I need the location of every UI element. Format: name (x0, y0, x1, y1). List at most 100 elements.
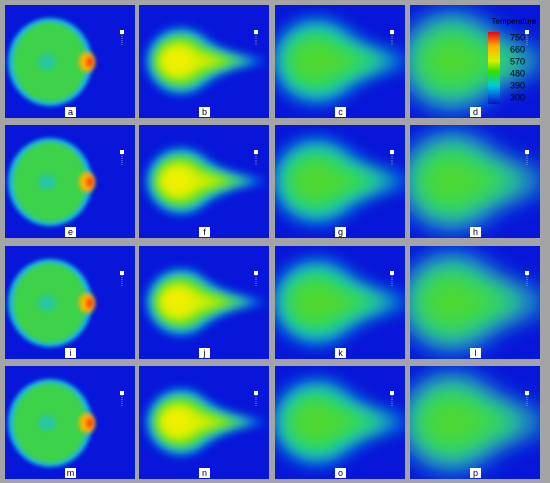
label-box (470, 107, 481, 117)
legend-tick-label: 390 (510, 80, 525, 90)
panel-label: c (338, 107, 343, 117)
panel: l (410, 246, 540, 359)
panel-label: o (338, 468, 343, 478)
label-box (335, 348, 346, 358)
label-box (199, 107, 210, 117)
label-box (65, 107, 76, 117)
probe-marker (525, 30, 529, 34)
panel: d (410, 5, 540, 118)
core (38, 174, 56, 190)
core (38, 415, 56, 431)
panel-image (410, 366, 540, 479)
panel: f (139, 125, 269, 238)
panel: b (139, 5, 269, 118)
panel-image (410, 246, 540, 359)
panel-label: g (338, 227, 343, 237)
panel-image (139, 5, 269, 118)
panel: a (5, 5, 135, 118)
panel: o (275, 366, 405, 479)
panel: k (275, 246, 405, 359)
hot-core (163, 291, 191, 313)
panel-label: k (338, 348, 343, 358)
panel: i (5, 246, 135, 359)
probe-marker (120, 271, 124, 275)
probe-marker (254, 150, 258, 154)
probe-marker (525, 150, 529, 154)
panel-label: f (203, 227, 206, 237)
hot-core (163, 50, 191, 72)
colorbar (488, 32, 500, 104)
hot-core (87, 298, 93, 308)
probe-marker (254, 30, 258, 34)
panel: n (139, 366, 269, 479)
label-box (199, 227, 210, 237)
panel-label: e (68, 227, 73, 237)
legend-title: Temperature (492, 17, 537, 26)
probe-marker (390, 150, 394, 154)
panel: p (410, 366, 540, 479)
probe-marker (390, 271, 394, 275)
label-box (65, 468, 76, 478)
legend-tick-label: 750 (510, 32, 525, 42)
panel-image (5, 246, 135, 359)
label-box (470, 348, 481, 358)
panel-image (5, 125, 135, 238)
legend: Temperature 750 660 570 480 390 300 (488, 17, 537, 104)
legend-tick-label: 660 (510, 44, 525, 54)
probe-marker (120, 30, 124, 34)
core (290, 158, 380, 204)
core (290, 38, 380, 84)
probe-marker (525, 271, 529, 275)
panel: m (5, 366, 135, 479)
panel-image (5, 5, 135, 118)
panel: e (5, 125, 135, 238)
panel-image (139, 366, 269, 479)
core (38, 295, 56, 311)
legend-tick-label: 480 (510, 68, 525, 78)
probe-marker (254, 271, 258, 275)
panel-image (275, 366, 405, 479)
core (421, 34, 525, 88)
panel-image (139, 246, 269, 359)
legend-tick-label: 570 (510, 56, 525, 66)
panel-label: l (475, 348, 477, 358)
panel-image (5, 366, 135, 479)
panel-image (410, 5, 540, 118)
hot-core (87, 57, 93, 67)
probe-marker (120, 391, 124, 395)
core (421, 154, 525, 208)
label-box (335, 468, 346, 478)
label-box (335, 227, 346, 237)
panel-label: p (473, 468, 478, 478)
core (290, 399, 380, 445)
probe-marker (525, 391, 529, 395)
probe-marker (390, 391, 394, 395)
label-box (335, 107, 346, 117)
label-box (470, 227, 481, 237)
panel-label: b (202, 107, 207, 117)
label-box (65, 348, 76, 358)
core (290, 279, 380, 325)
label-box (470, 468, 481, 478)
core (421, 395, 525, 449)
panel: j (139, 246, 269, 359)
panel-image (139, 125, 269, 238)
panel-label: m (67, 468, 75, 478)
legend-tick-label: 300 (510, 92, 525, 102)
hot-core (163, 411, 191, 433)
panel-image (275, 5, 405, 118)
panel-label: j (203, 348, 206, 358)
panel-image (275, 125, 405, 238)
panel-label: h (473, 227, 478, 237)
panel: c (275, 5, 405, 118)
hot-core (87, 418, 93, 428)
panel-label: n (202, 468, 207, 478)
panel-image (410, 125, 540, 238)
probe-marker (390, 30, 394, 34)
panel: g (275, 125, 405, 238)
core (38, 54, 56, 70)
label-box (199, 468, 210, 478)
hot-core (163, 170, 191, 192)
panel-label: d (473, 107, 478, 117)
